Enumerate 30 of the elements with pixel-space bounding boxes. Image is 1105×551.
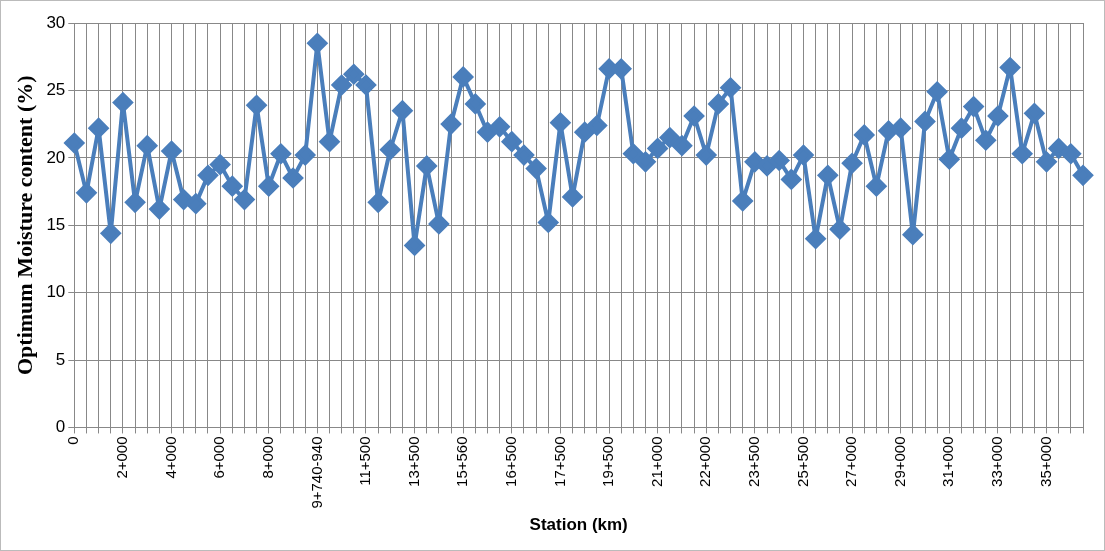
x-tick-label: 4+000: [161, 436, 179, 479]
x-tick-label: 15+560: [453, 436, 471, 487]
x-tick-label: 11+500: [356, 436, 374, 486]
x-axis-title: Station (km): [529, 515, 628, 535]
x-tick-label: 35+000: [1036, 436, 1054, 487]
x-tick-label: 21+000: [647, 436, 665, 487]
y-tick-label: 0: [55, 417, 66, 437]
x-tick-label: 6+000: [210, 436, 228, 479]
x-tick-label: 9+740-940: [307, 436, 325, 509]
x-tick-label: 29+000: [890, 436, 908, 487]
y-tick-label: 20: [46, 147, 66, 167]
y-axis-title: Optimum Moisture content (%): [11, 75, 37, 376]
x-tick-label: 13+500: [404, 436, 422, 487]
x-tick-label: 22+000: [696, 436, 714, 487]
x-tick-label: 16+500: [501, 436, 519, 487]
y-tick-label: 30: [46, 12, 66, 32]
y-tick-label: 10: [46, 282, 66, 302]
y-tick-label: 15: [46, 214, 66, 234]
x-tick-label: 19+500: [599, 436, 617, 487]
y-tick-label: 25: [46, 80, 66, 100]
x-tick-label: 2+000: [113, 436, 131, 479]
x-tick-label: 25+500: [793, 436, 811, 487]
x-tick-label: 31+000: [939, 436, 957, 487]
x-tick-label: 27+000: [842, 436, 860, 487]
y-tick-label: 5: [55, 349, 66, 369]
x-tick-label: 17+500: [550, 436, 568, 487]
x-tick-label: 33+000: [988, 436, 1006, 487]
x-tick-label: 23+500: [745, 436, 763, 487]
x-tick-label: 8+000: [258, 436, 276, 479]
x-tick-label: 0: [64, 436, 82, 445]
